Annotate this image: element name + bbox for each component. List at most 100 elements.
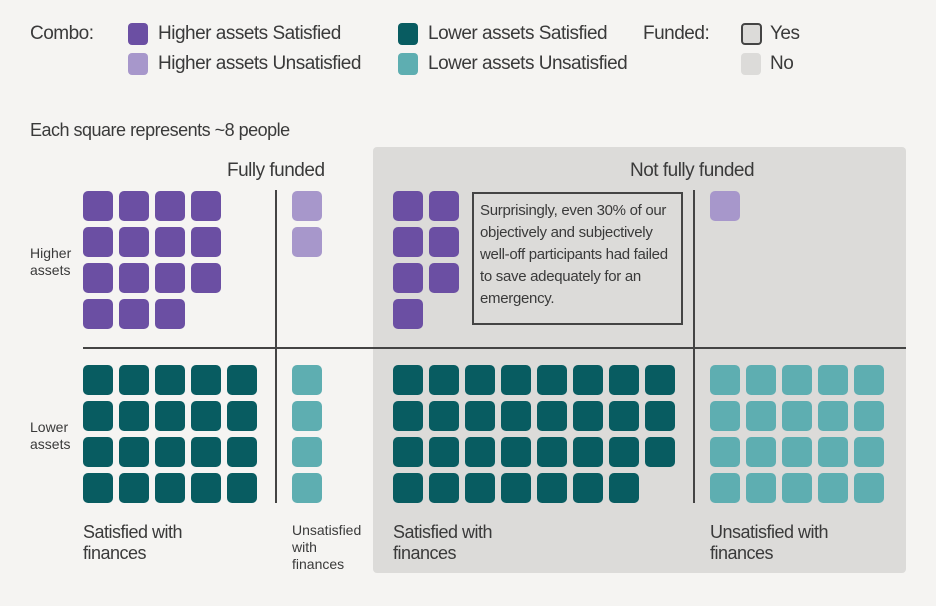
waffle-square-lower-unsatisfied [782, 437, 812, 467]
waffle-square-higher-satisfied [191, 227, 221, 257]
waffle-square-lower-satisfied [501, 473, 531, 503]
waffle-square-lower-satisfied [429, 473, 459, 503]
waffle-square-lower-satisfied [227, 473, 257, 503]
legend-item: Higher assets Unsatisfied [158, 53, 361, 74]
waffle-square-lower-satisfied [609, 473, 639, 503]
bottom-label: Unsatisfied with finances [710, 522, 829, 563]
column-header-not-funded: Not fully funded [630, 160, 755, 181]
waffle-square-higher-satisfied [393, 227, 423, 257]
row-label-higher: Higher assets [30, 245, 72, 278]
waffle-square-lower-satisfied [155, 437, 185, 467]
waffle-square-higher-satisfied [429, 227, 459, 257]
waffle-square-lower-unsatisfied [746, 437, 776, 467]
waffle-square-lower-satisfied [429, 401, 459, 431]
waffle-square-lower-satisfied [573, 401, 603, 431]
waffle-square-lower-satisfied [573, 473, 603, 503]
waffle-square-higher-satisfied [119, 191, 149, 221]
waffle-square-lower-satisfied [227, 401, 257, 431]
waffle-square-lower-satisfied [465, 401, 495, 431]
waffle-square-lower-unsatisfied [854, 401, 884, 431]
waffle-square-higher-satisfied [83, 227, 113, 257]
waffle-square-lower-satisfied [227, 437, 257, 467]
waffle-square-lower-satisfied [465, 473, 495, 503]
waffle-square-lower-satisfied [191, 365, 221, 395]
waffle-square-lower-satisfied [83, 473, 113, 503]
waffle-square-lower-satisfied [501, 437, 531, 467]
waffle-square-lower-satisfied [191, 473, 221, 503]
legend-swatch [398, 23, 418, 45]
waffle-square-lower-unsatisfied [782, 473, 812, 503]
waffle-square-higher-satisfied [429, 191, 459, 221]
waffle-square-lower-unsatisfied [746, 473, 776, 503]
waffle-square-lower-satisfied [155, 473, 185, 503]
waffle-square-higher-satisfied [191, 263, 221, 293]
legend-funded-label: Funded: [643, 23, 710, 44]
waffle-square-lower-satisfied [119, 473, 149, 503]
waffle-square-higher-satisfied [393, 191, 423, 221]
waffle-square-lower-unsatisfied [292, 437, 322, 467]
legend-item: No [770, 53, 794, 74]
waffle-square-lower-unsatisfied [710, 473, 740, 503]
annotation-box: Surprisingly, even 30% of our objectivel… [472, 192, 683, 325]
waffle-square-lower-unsatisfied [818, 401, 848, 431]
waffle-square-lower-satisfied [465, 437, 495, 467]
waffle-square-lower-satisfied [119, 437, 149, 467]
waffle-square-lower-satisfied [155, 401, 185, 431]
divider-vertical-not-funded [693, 190, 695, 503]
waffle-square-lower-satisfied [609, 401, 639, 431]
waffle-square-lower-satisfied [573, 437, 603, 467]
waffle-square-lower-unsatisfied [818, 437, 848, 467]
row-label-lower: Lower assets [30, 419, 71, 452]
waffle-square-lower-satisfied [155, 365, 185, 395]
waffle-square-lower-unsatisfied [292, 401, 322, 431]
waffle-square-lower-satisfied [83, 365, 113, 395]
waffle-square-lower-satisfied [573, 365, 603, 395]
waffle-square-lower-unsatisfied [746, 365, 776, 395]
waffle-square-higher-satisfied [155, 227, 185, 257]
waffle-square-higher-satisfied [155, 263, 185, 293]
waffle-square-lower-unsatisfied [782, 365, 812, 395]
waffle-square-lower-satisfied [227, 365, 257, 395]
waffle-square-lower-satisfied [537, 437, 567, 467]
waffle-square-lower-unsatisfied [854, 365, 884, 395]
unit-note: Each square represents ~8 people [30, 120, 290, 140]
waffle-square-lower-satisfied [429, 365, 459, 395]
waffle-square-lower-satisfied [645, 365, 675, 395]
waffle-square-lower-satisfied [501, 401, 531, 431]
waffle-square-higher-satisfied [191, 191, 221, 221]
waffle-square-lower-satisfied [609, 365, 639, 395]
waffle-square-lower-satisfied [83, 437, 113, 467]
waffle-square-higher-satisfied [119, 263, 149, 293]
legend-combo-label: Combo: [30, 23, 94, 44]
waffle-square-higher-satisfied [119, 227, 149, 257]
waffle-square-lower-satisfied [429, 437, 459, 467]
waffle-square-lower-unsatisfied [710, 401, 740, 431]
legend-item: Lower assets Satisfied [428, 23, 608, 44]
waffle-square-lower-unsatisfied [746, 401, 776, 431]
waffle-square-lower-unsatisfied [292, 365, 322, 395]
waffle-square-higher-unsatisfied [710, 191, 740, 221]
waffle-square-higher-satisfied [119, 299, 149, 329]
waffle-square-higher-satisfied [393, 263, 423, 293]
waffle-square-lower-satisfied [393, 437, 423, 467]
waffle-square-lower-satisfied [393, 401, 423, 431]
legend-swatch-yes [741, 23, 762, 45]
waffle-square-higher-satisfied [83, 191, 113, 221]
legend-item: Lower assets Unsatisfied [428, 53, 628, 74]
waffle-square-lower-satisfied [393, 365, 423, 395]
divider-horizontal [83, 347, 906, 349]
waffle-square-lower-unsatisfied [854, 437, 884, 467]
waffle-square-lower-satisfied [537, 401, 567, 431]
waffle-square-lower-unsatisfied [854, 473, 884, 503]
legend-item: Higher assets Satisfied [158, 23, 341, 44]
waffle-square-lower-unsatisfied [818, 365, 848, 395]
divider-vertical-funded [275, 190, 277, 503]
waffle-square-lower-satisfied [191, 437, 221, 467]
column-header-funded: Fully funded [227, 160, 325, 181]
waffle-square-lower-unsatisfied [292, 473, 322, 503]
legend-swatch [128, 53, 148, 75]
waffle-square-lower-satisfied [83, 401, 113, 431]
waffle-square-lower-satisfied [191, 401, 221, 431]
waffle-square-lower-unsatisfied [710, 365, 740, 395]
bottom-label: Satisfied with finances [393, 522, 493, 563]
